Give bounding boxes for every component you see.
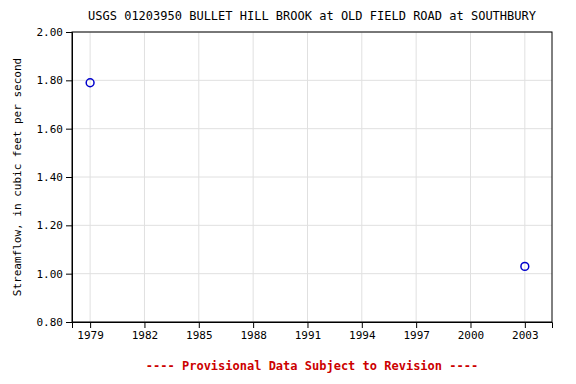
footer-annotation: ---- Provisional Data Subject to Revisio… xyxy=(146,359,478,373)
x-tick-mark xyxy=(307,322,308,328)
x-axis-line xyxy=(73,323,553,329)
grid-line xyxy=(72,177,552,178)
y-tick: 1.60 xyxy=(37,123,73,136)
x-tick: 1997 xyxy=(403,322,430,342)
x-tick-label: 1997 xyxy=(403,329,430,342)
y-tick-mark xyxy=(66,274,72,275)
x-tick-label: 2003 xyxy=(512,329,539,342)
grid-line xyxy=(72,80,552,81)
x-tick-mark xyxy=(199,322,200,328)
x-tick-mark xyxy=(90,322,91,328)
y-tick-label: 0.80 xyxy=(37,316,64,329)
y-axis-line xyxy=(66,33,73,323)
y-tick: 0.80 xyxy=(37,316,73,329)
points xyxy=(86,79,529,270)
y-tick-mark xyxy=(66,322,72,323)
point xyxy=(86,79,94,87)
y-tick-mark xyxy=(66,80,72,81)
x-axis: 1979 1982 1985 1988 1991 1994 1997 2000 2003 xyxy=(73,322,553,342)
y-tick-mark xyxy=(66,225,72,226)
grid-line xyxy=(72,225,552,226)
y-tick: 2.00 xyxy=(37,26,73,39)
x-tick: 1985 xyxy=(186,322,213,342)
x-tick-label: 1988 xyxy=(240,329,267,342)
x-tick: 1991 xyxy=(295,322,322,342)
x-tick-mark xyxy=(525,322,526,328)
plot-frame xyxy=(72,32,552,322)
x-tick-mark xyxy=(253,322,254,328)
x-tick-mark xyxy=(144,322,145,328)
y-tick-label: 2.00 xyxy=(37,26,64,39)
x-tick-label: 1994 xyxy=(349,329,376,342)
point xyxy=(521,263,529,271)
title: USGS 01203950 BULLET HILL BROOK at OLD F… xyxy=(88,9,537,23)
grid-line xyxy=(72,128,552,129)
x-tick-label: 1991 xyxy=(295,329,322,342)
y-tick-label: 1.20 xyxy=(37,219,64,232)
y-tick-mark xyxy=(66,32,72,33)
x-tick-label: 2000 xyxy=(458,329,485,342)
y-tick-label: 1.80 xyxy=(37,74,64,87)
y-tick-label: 1.60 xyxy=(37,123,64,136)
x-tick-label: 1979 xyxy=(77,329,104,342)
x-tick-label: 1982 xyxy=(132,329,159,342)
y-tick-mark xyxy=(66,129,72,130)
plot-area: 1979 1982 1985 1988 1991 1994 1997 2000 2003 0.80… xyxy=(37,26,553,342)
x-tick: 1982 xyxy=(132,322,159,342)
y-axis: 0.80 1.00 1.20 1.40 1.60 1.80 2.00 xyxy=(37,26,73,329)
y-axis-title: Streamflow, in cubic feet per second xyxy=(11,58,24,296)
y-tick: 1.20 xyxy=(37,219,73,232)
x-tick-mark xyxy=(416,322,417,328)
x-tick: 1994 xyxy=(349,322,376,342)
y-tick: 1.80 xyxy=(37,74,73,87)
x-tick: 1979 xyxy=(77,322,104,342)
y-tick: 1.00 xyxy=(37,268,73,281)
chart: 1979 1982 1985 1988 1991 1994 1997 2000 2003 0.80… xyxy=(0,0,576,384)
x-tick-mark xyxy=(362,322,363,328)
x-tick-label: 1985 xyxy=(186,329,213,342)
y-tick-label: 1.40 xyxy=(37,171,64,184)
y-tick-mark xyxy=(66,177,72,178)
grid-line xyxy=(72,273,552,274)
y-tick: 1.40 xyxy=(37,171,73,184)
grid xyxy=(72,32,552,322)
y-tick-label: 1.00 xyxy=(37,268,64,281)
x-tick: 1988 xyxy=(240,322,267,342)
x-tick-mark xyxy=(470,322,471,328)
x-tick: 2000 xyxy=(458,322,485,342)
x-tick: 2003 xyxy=(512,322,539,342)
